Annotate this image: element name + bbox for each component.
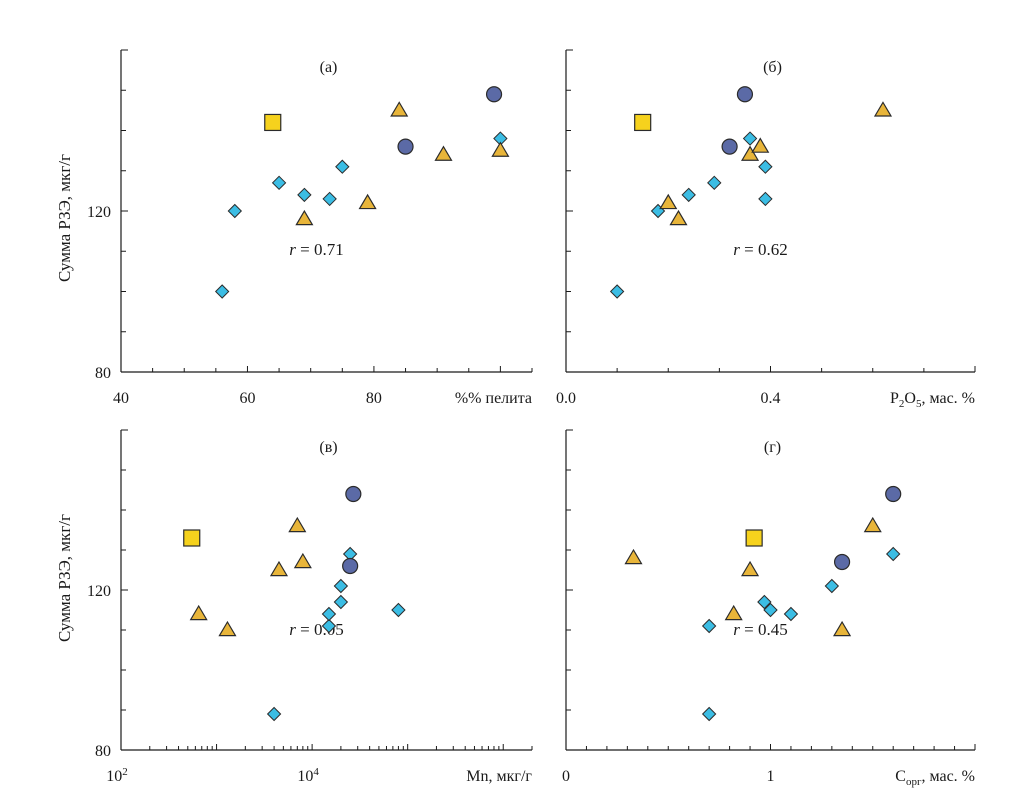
panel-title-a: (а) [320, 59, 338, 76]
x-axis-title-b: P2O5, мас. % [890, 390, 975, 410]
x-tick-label-v: 104 [297, 766, 319, 785]
point-diamond-g [824, 578, 840, 594]
point-diamond-g [701, 618, 717, 634]
point-diamond-b [681, 187, 696, 203]
x-tick-label-v: 102 [106, 766, 128, 785]
point-diamond-v [321, 618, 337, 634]
point-triangle-a [358, 193, 377, 210]
correlation-label-g: r = 0.45 [733, 620, 787, 639]
x-axis-title-v: Mn, мкг/г [466, 768, 532, 785]
correlation-label-b: r = 0.62 [733, 240, 787, 259]
panel-a: 80 120 40 60 80 %% пелита (а) r = 0.71 [87, 49, 533, 407]
point-diamond-v [321, 606, 337, 622]
point-square-v [183, 529, 201, 547]
correlation-label-a: r = 0.71 [289, 240, 343, 259]
point-circle-v [342, 557, 359, 575]
point-triangle-b [741, 145, 760, 161]
x-tick-label-a: 40 [113, 390, 129, 407]
x-axis-title-g: Сорг, мас. % [895, 768, 975, 788]
x-tick-label-b: 0.0 [556, 390, 576, 407]
point-diamond-a [322, 191, 337, 207]
point-diamond-b [609, 284, 625, 299]
x-tick-label-g: 0 [562, 768, 570, 785]
point-circle-g [885, 485, 902, 503]
y-tick-label-a: 80 [95, 365, 111, 382]
point-diamond-v [333, 594, 349, 610]
point-circle-a [397, 138, 414, 155]
y-tick-label-v: 80 [95, 743, 111, 760]
panel-v: 80 120 102 104 Mn, мкг/г (в) r = 0.05 [87, 429, 533, 785]
panel-title-g: (г) [764, 439, 781, 456]
point-triangle-g [741, 560, 760, 577]
point-diamond-a [271, 175, 287, 191]
point-triangle-a [390, 101, 409, 117]
point-diamond-g [763, 602, 778, 618]
y-tick-label-v: 120 [87, 583, 111, 600]
point-diamond-g [757, 594, 772, 610]
point-triangle-b [669, 209, 688, 226]
y-axis-title-bottom: Сумма РЗЭ, мкг/г [55, 514, 74, 642]
point-diamond-a [214, 284, 230, 299]
point-square-a [264, 113, 282, 132]
y-tick-label-a: 120 [87, 204, 111, 221]
point-circle-a [485, 86, 503, 103]
point-circle-v [345, 485, 362, 503]
point-circle-g [833, 553, 851, 571]
point-triangle-v [269, 560, 289, 577]
point-triangle-g [863, 516, 882, 533]
point-diamond-v [391, 602, 406, 618]
point-triangle-b [659, 193, 678, 210]
point-square-b [634, 113, 652, 132]
point-diamond-b [707, 175, 722, 191]
point-square-g [745, 529, 763, 547]
point-triangle-g [724, 604, 743, 621]
point-triangle-v [293, 552, 312, 569]
point-triangle-v [218, 620, 237, 637]
point-triangle-g [624, 548, 643, 565]
point-diamond-g [783, 606, 799, 622]
point-triangle-b [873, 101, 893, 117]
x-tick-label-b: 0.4 [761, 390, 781, 407]
x-axis-title-a: %% пелита [455, 390, 532, 407]
x-tick-label-a: 80 [366, 390, 382, 407]
point-triangle-a [295, 209, 314, 226]
point-circle-b [736, 86, 754, 103]
point-diamond-g [885, 546, 901, 562]
point-diamond-b [758, 159, 773, 174]
point-triangle-a [434, 145, 453, 161]
x-tick-label-g: 1 [767, 768, 775, 785]
panel-g: 0 1 Сорг, мас. % (г) r = 0.45 [562, 429, 976, 788]
point-triangle-g [833, 620, 852, 637]
point-triangle-v [189, 604, 208, 621]
panel-title-v: (в) [319, 439, 337, 456]
point-triangle-a [491, 141, 510, 157]
point-circle-b [721, 138, 738, 155]
point-triangle-v [288, 516, 307, 533]
x-tick-label-a: 60 [239, 390, 255, 407]
panel-b: 0.0 0.4 P2O5, мас. % (б) r = 0.62 [556, 49, 976, 410]
point-diamond-v [333, 578, 349, 594]
correlation-label-v: r = 0.05 [289, 620, 343, 639]
point-diamond-a [335, 159, 350, 174]
panel-title-b: (б) [763, 59, 782, 76]
point-diamond-b [758, 191, 773, 207]
point-diamond-v [266, 706, 282, 722]
point-diamond-g [701, 706, 717, 722]
y-axis-title-top: Сумма РЗЭ, мкг/г [55, 154, 74, 282]
point-triangle-b [751, 137, 770, 153]
point-diamond-a [297, 187, 312, 203]
point-diamond-a [227, 203, 243, 219]
point-diamond-b [742, 131, 758, 146]
